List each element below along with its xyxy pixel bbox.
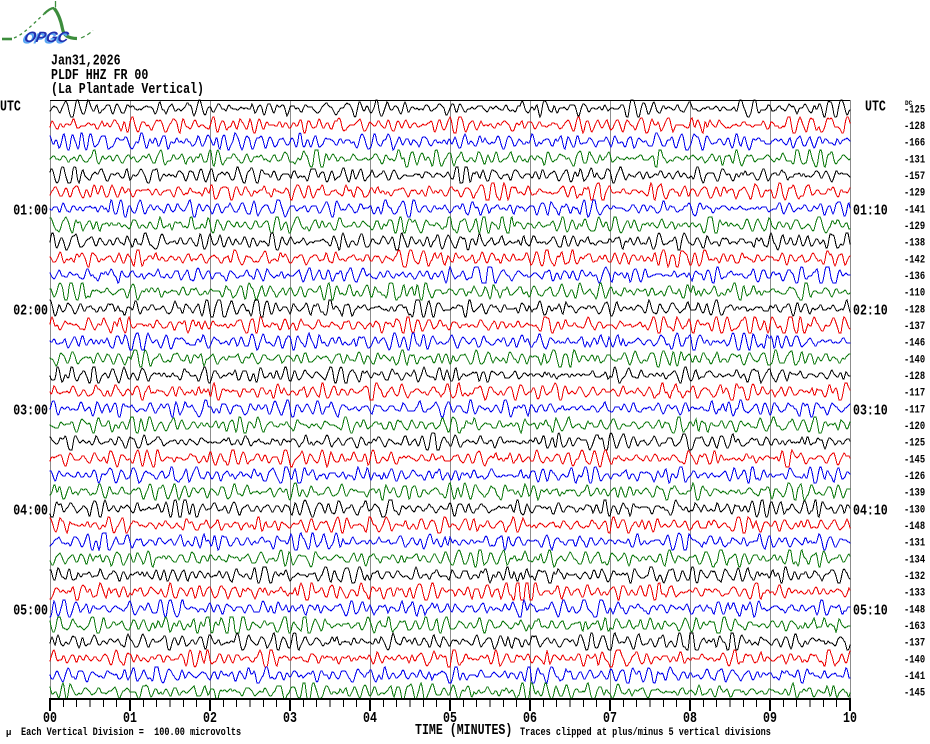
svg-text:05: 05 bbox=[443, 711, 457, 728]
svg-text:-131: -131 bbox=[904, 153, 925, 165]
svg-text:-157: -157 bbox=[904, 170, 925, 182]
svg-text:-145: -145 bbox=[904, 687, 925, 699]
svg-text:01:00: 01:00 bbox=[13, 203, 48, 220]
svg-text:-133: -133 bbox=[904, 587, 925, 599]
svg-text:OPGC: OPGC bbox=[21, 31, 70, 48]
svg-text:01:10: 01:10 bbox=[853, 203, 888, 220]
svg-text:-128: -128 bbox=[904, 370, 925, 382]
svg-text:TIME (MINUTES): TIME (MINUTES) bbox=[415, 723, 512, 740]
svg-text:00: 00 bbox=[43, 711, 57, 728]
svg-text:-132: -132 bbox=[904, 570, 925, 582]
svg-text:-148: -148 bbox=[904, 520, 925, 532]
svg-text:-134: -134 bbox=[904, 553, 925, 565]
svg-text:-131: -131 bbox=[904, 537, 925, 549]
svg-text:-141: -141 bbox=[904, 203, 925, 215]
svg-text:-117: -117 bbox=[904, 403, 925, 415]
svg-text:-141: -141 bbox=[904, 670, 925, 682]
svg-text:10: 10 bbox=[843, 711, 857, 728]
svg-text:DC: DC bbox=[905, 100, 913, 107]
svg-text:-130: -130 bbox=[904, 503, 925, 515]
svg-text:-136: -136 bbox=[904, 270, 925, 282]
svg-text:09: 09 bbox=[763, 711, 777, 728]
svg-text:06: 06 bbox=[523, 711, 537, 728]
svg-text:-137: -137 bbox=[904, 320, 925, 332]
svg-text:-110: -110 bbox=[904, 287, 925, 299]
svg-text:-140: -140 bbox=[904, 353, 925, 365]
svg-text:-129: -129 bbox=[904, 220, 925, 232]
svg-text:-166: -166 bbox=[904, 137, 925, 149]
svg-text:03:00: 03:00 bbox=[13, 403, 48, 420]
svg-text:02:00: 02:00 bbox=[13, 303, 48, 320]
svg-text:-129: -129 bbox=[904, 187, 925, 199]
svg-text:-145: -145 bbox=[904, 453, 925, 465]
svg-text:-163: -163 bbox=[904, 620, 925, 632]
svg-text:-128: -128 bbox=[904, 303, 925, 315]
svg-text:-140: -140 bbox=[904, 653, 925, 665]
svg-text:-117: -117 bbox=[904, 387, 925, 399]
svg-text:-125: -125 bbox=[904, 103, 925, 115]
svg-text:08: 08 bbox=[683, 711, 697, 728]
svg-text:Jan31,2026: Jan31,2026 bbox=[51, 53, 121, 70]
svg-text:UTC: UTC bbox=[865, 99, 886, 116]
svg-text:OPGC: OPGC bbox=[23, 29, 72, 46]
svg-text:04: 04 bbox=[363, 711, 377, 728]
svg-text:05:00: 05:00 bbox=[13, 603, 48, 620]
svg-text:-139: -139 bbox=[904, 487, 925, 499]
svg-text:02:10: 02:10 bbox=[853, 303, 888, 320]
svg-text:01: 01 bbox=[123, 711, 137, 728]
svg-text:Traces clipped at plus/minus 5: Traces clipped at plus/minus 5 vertical … bbox=[520, 726, 771, 738]
svg-text:-148: -148 bbox=[904, 603, 925, 615]
svg-text:04:00: 04:00 bbox=[13, 503, 48, 520]
svg-text:05:10: 05:10 bbox=[853, 603, 888, 620]
svg-text:-137: -137 bbox=[904, 637, 925, 649]
svg-text:-138: -138 bbox=[904, 237, 925, 249]
svg-text:-125: -125 bbox=[904, 437, 925, 449]
svg-text:02: 02 bbox=[203, 711, 217, 728]
svg-text:Each Vertical Division = 100.: Each Vertical Division = 100.00 microvol… bbox=[21, 726, 241, 738]
svg-text:-120: -120 bbox=[904, 420, 925, 432]
svg-text:PLDF HHZ FR 00: PLDF HHZ FR 00 bbox=[51, 68, 148, 85]
svg-text:03:10: 03:10 bbox=[853, 403, 888, 420]
svg-text:03: 03 bbox=[283, 711, 297, 728]
svg-text:(La Plantade Vertical): (La Plantade Vertical) bbox=[51, 82, 204, 99]
svg-text:04:10: 04:10 bbox=[853, 503, 888, 520]
svg-text:07: 07 bbox=[603, 711, 617, 728]
svg-text:-146: -146 bbox=[904, 337, 925, 349]
svg-text:UTC: UTC bbox=[0, 99, 21, 116]
svg-text:-126: -126 bbox=[904, 470, 925, 482]
svg-text:µ: µ bbox=[6, 728, 11, 738]
svg-text:-142: -142 bbox=[904, 253, 925, 265]
svg-text:-128: -128 bbox=[904, 120, 925, 132]
